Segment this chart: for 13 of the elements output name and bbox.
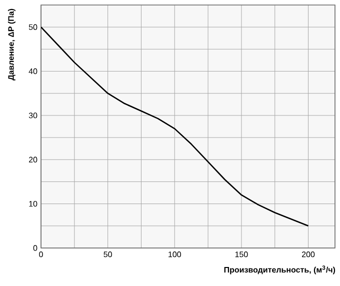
x-tick-label: 200 [302,252,315,258]
x-axis-title: Производительность, (м$^{3}$/ч) [224,266,336,274]
y-tick-label: 0 [33,245,38,251]
x-tick-label: 0 [39,252,43,258]
y-tick-label: 50 [28,24,38,30]
y-tick-label: 10 [29,200,38,207]
y-tick-label: 30 [28,112,38,118]
x-tick-label: 150 [235,252,248,258]
y-axis-title: Давление, ΔP (Па) [8,8,16,80]
x-tick-label: 50 [104,252,112,258]
x-tick-label: 100 [168,252,181,258]
y-tick-label: 20 [28,156,38,162]
y-tick-label: 40 [28,68,38,74]
